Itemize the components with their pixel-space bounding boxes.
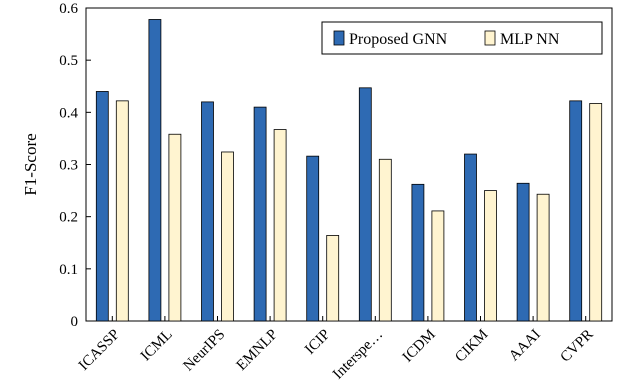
- bar-proposed-gnn: [358, 87, 372, 322]
- y-tick-label: 0.1: [59, 262, 78, 278]
- x-tick-label: ICIP: [302, 327, 333, 358]
- x-tick-label: ICDM: [400, 327, 439, 366]
- y-tick-label: 0.5: [59, 53, 78, 69]
- legend-label-proposed-gnn: Proposed GNN: [349, 31, 448, 48]
- bar-mlp-nn: [536, 193, 550, 322]
- bar-mlp-nn: [378, 158, 392, 322]
- y-axis-label: F1-Score: [21, 133, 40, 195]
- bar-proposed-gnn: [306, 155, 320, 322]
- x-tick-label: EMNLP: [234, 327, 281, 374]
- legend-box: [321, 21, 603, 55]
- y-tick-label: 0.3: [59, 158, 78, 174]
- bar-mlp-nn: [273, 129, 287, 322]
- y-tick-label: 0.4: [59, 105, 78, 121]
- bar-proposed-gnn: [411, 183, 425, 322]
- x-tick-label: Interspe…: [330, 327, 386, 383]
- y-tick-label: 0.2: [59, 210, 78, 226]
- x-tick-label: AAAI: [506, 327, 544, 365]
- legend-swatch-mlp-nn: [484, 30, 496, 46]
- x-tick-label: CVPR: [558, 327, 597, 366]
- bar-proposed-gnn: [95, 91, 109, 322]
- bar-mlp-nn: [431, 210, 445, 322]
- bar-proposed-gnn: [516, 182, 530, 322]
- bar-proposed-gnn: [148, 19, 162, 322]
- legend-swatch-proposed-gnn: [333, 30, 345, 46]
- x-tick-label: CIKM: [452, 327, 491, 366]
- plot-frame: [85, 7, 613, 322]
- bar-proposed-gnn: [253, 106, 267, 322]
- legend: Proposed GNN MLP NN: [321, 21, 603, 55]
- bar-proposed-gnn: [464, 153, 477, 322]
- y-tick-label: 0: [71, 314, 79, 330]
- bar-mlp-nn: [589, 103, 603, 322]
- plot-area: 0 0.1 0.2 0.3 0.4 0.5 0.6 ICASSP ICML NeurIPS EMNL…: [59, 1, 613, 383]
- bar-mlp-nn: [221, 151, 234, 322]
- bar-proposed-gnn: [569, 100, 583, 322]
- x-tick-label: ICML: [138, 327, 176, 365]
- bar-proposed-gnn: [201, 101, 214, 322]
- bar-mlp-nn: [115, 100, 129, 322]
- y-tick-label: 0.6: [59, 1, 78, 17]
- legend-label-mlp-nn: MLP NN: [500, 31, 560, 48]
- x-tick-label: ICASSP: [76, 327, 123, 374]
- bar-mlp-nn: [484, 190, 497, 322]
- bar-mlp-nn: [168, 133, 182, 322]
- x-tick-label: NeurIPS: [180, 327, 228, 375]
- bar-mlp-nn: [326, 235, 340, 322]
